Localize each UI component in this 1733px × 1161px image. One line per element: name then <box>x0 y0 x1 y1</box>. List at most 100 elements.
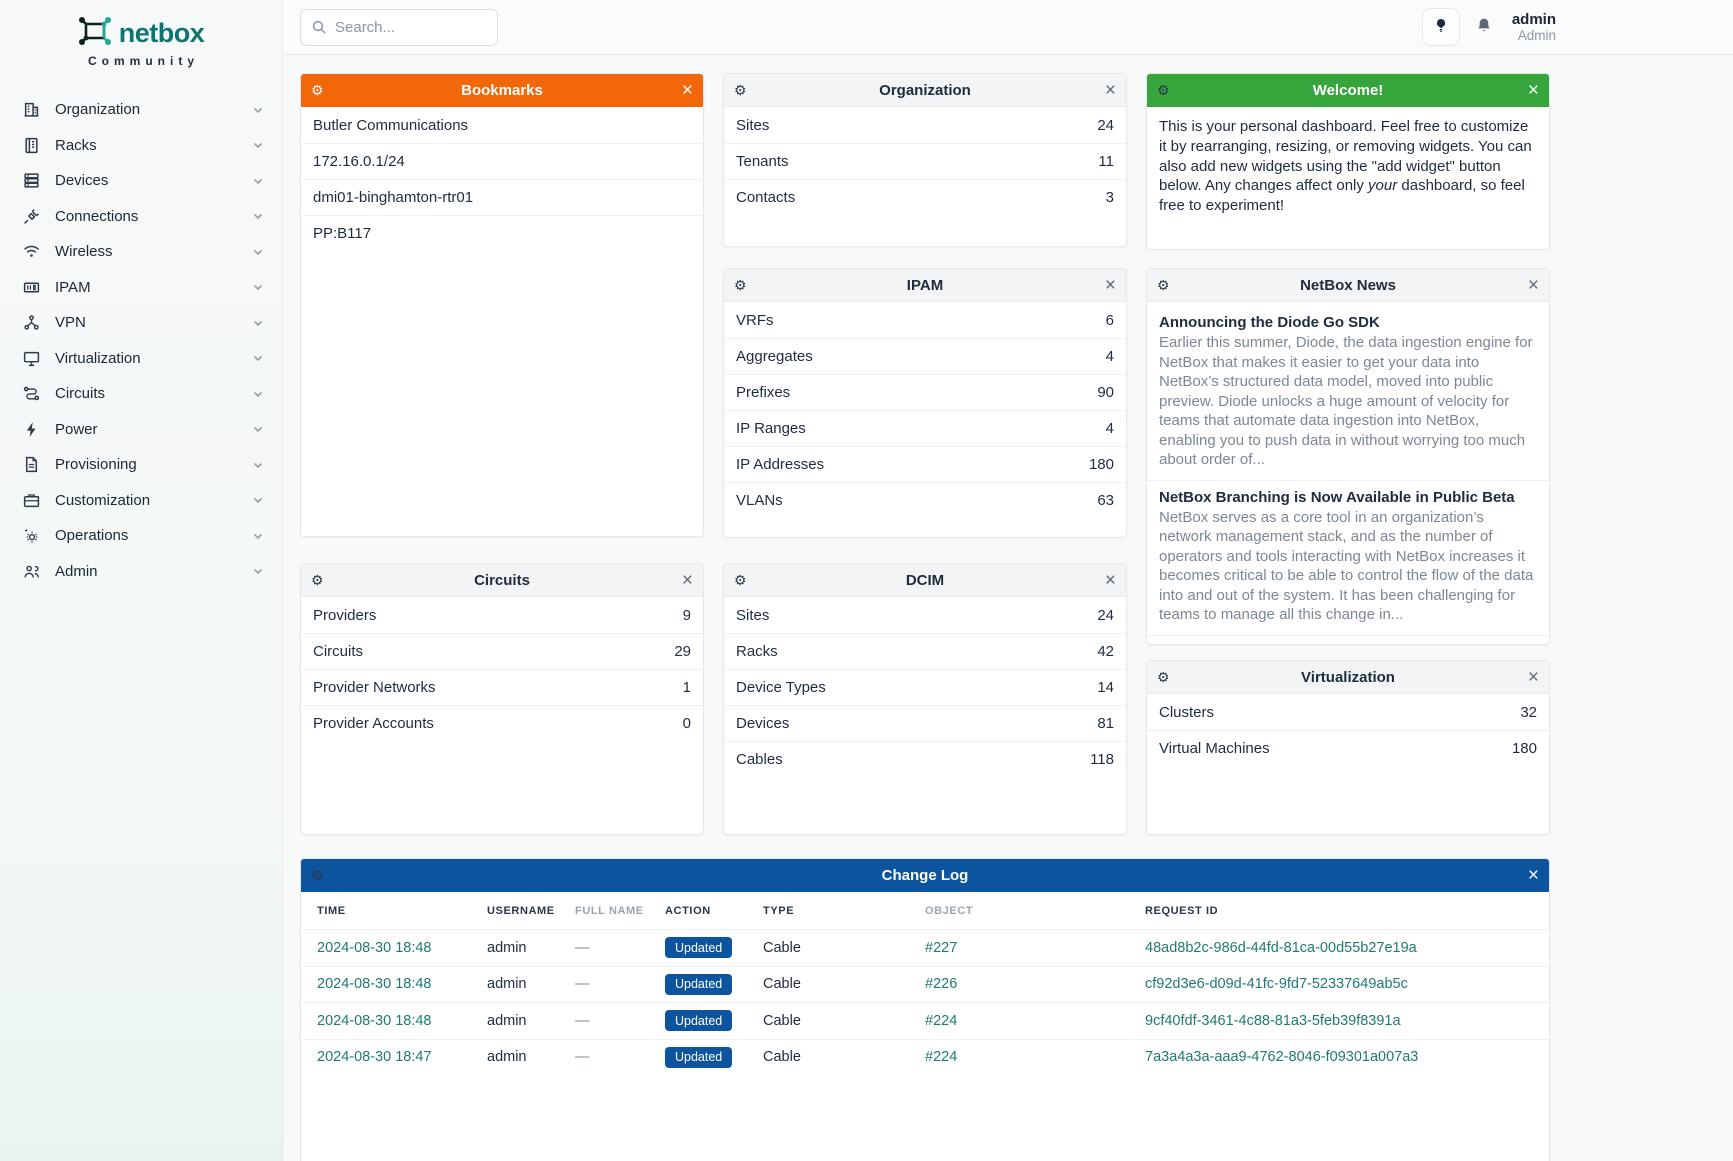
sidebar-item-power[interactable]: Power <box>0 412 282 448</box>
changelog-header-row: TIME USERNAME FULL NAME ACTION TYPE OBJE… <box>317 904 1219 917</box>
wifi-icon <box>23 243 40 260</box>
widget-close-icon[interactable]: × <box>681 569 693 591</box>
count-row[interactable]: Device Types 14 <box>724 669 1126 705</box>
count-row[interactable]: Sites 24 <box>736 116 1114 134</box>
count-row[interactable]: Tenants 11 <box>724 143 1126 179</box>
table-row: 2024-08-30 18:48 admin — Updated Cable #… <box>301 965 1549 1003</box>
sidebar-item-racks[interactable]: Racks <box>0 128 282 164</box>
theme-toggle-button[interactable] <box>1421 8 1460 46</box>
change-time-link[interactable]: 2024-08-30 18:48 <box>317 939 432 956</box>
widget-config-gear-icon[interactable]: ⚙ <box>311 572 324 588</box>
count-row[interactable]: IP Ranges 4 <box>724 410 1126 446</box>
widget-close-icon[interactable]: × <box>681 79 693 101</box>
change-time-link[interactable]: 2024-08-30 18:48 <box>317 976 432 993</box>
count-row[interactable]: Provider Networks 1 <box>301 669 703 705</box>
count-row[interactable]: Provider Accounts 0 <box>301 705 703 741</box>
bookmark-item[interactable]: Butler Communications <box>313 116 469 134</box>
sidebar-item-virtualization[interactable]: Virtualization <box>0 341 282 377</box>
count-row[interactable]: Racks 42 <box>724 633 1126 669</box>
object-link[interactable]: #224 <box>925 1049 958 1066</box>
request-id-link[interactable]: 7a3a4a3a-aaa9-4762-8046-f09301a007a3 <box>1145 1049 1419 1066</box>
sidebar-item-customization[interactable]: Customization <box>0 483 282 519</box>
news-link[interactable]: NetBox Branching is Now Available in Pub… <box>1159 488 1515 506</box>
widget-config-gear-icon[interactable]: ⚙ <box>734 572 747 588</box>
widget-bookmarks: ⚙ Bookmarks × Butler Communications 172.… <box>300 73 704 537</box>
action-badge: Updated <box>665 937 733 959</box>
sidebar-item-admin[interactable]: Admin <box>0 554 282 590</box>
news-item: NetBox Branching is Now Available in Pub… <box>1147 479 1549 635</box>
request-id-link[interactable]: cf92d3e6-d09d-41fc-9fd7-52337649ab5c <box>1145 976 1408 993</box>
widget-config-gear-icon[interactable]: ⚙ <box>734 82 747 98</box>
widget-config-gear-icon[interactable]: ⚙ <box>1157 82 1170 98</box>
widget-close-icon[interactable]: × <box>1104 569 1116 591</box>
sidebar-item-circuits[interactable]: Circuits <box>0 376 282 412</box>
count-row[interactable]: VRFs 6 <box>736 311 1114 329</box>
sidebar-item-wireless[interactable]: Wireless <box>0 234 282 270</box>
chevron-down-icon <box>252 139 264 151</box>
count-row[interactable]: Sites 24 <box>736 606 1114 624</box>
widget-close-icon[interactable]: × <box>1527 79 1539 101</box>
search-input[interactable] <box>300 8 498 46</box>
chevron-down-icon <box>252 281 264 293</box>
widget-dcim: ⚙ DCIM × Sites 24 Racks 42 Device Types 14 … <box>723 563 1127 835</box>
widget-title: IPAM <box>906 276 944 294</box>
lightbulb-icon <box>1432 17 1450 38</box>
building-icon <box>23 101 40 118</box>
widget-close-icon[interactable]: × <box>1527 864 1539 886</box>
widget-config-gear-icon[interactable]: ⚙ <box>1157 277 1170 293</box>
request-id-link[interactable]: 48ad8b2c-986d-44fd-81ca-00d55b27e19a <box>1145 939 1417 956</box>
count-row[interactable]: IP Addresses 180 <box>724 446 1126 482</box>
brand-logo[interactable]: netbox Community <box>0 0 282 82</box>
sidebar-item-provisioning[interactable]: Provisioning <box>0 447 282 483</box>
welcome-text: This is your personal dashboard. Feel fr… <box>1159 118 1532 215</box>
widget-config-gear-icon[interactable]: ⚙ <box>1157 669 1170 685</box>
news-item: A New Look For NetBox and NetBox Labs <box>1147 634 1549 645</box>
request-id-link[interactable]: 9cf40fdf-3461-4c88-81a3-5feb39f8391a <box>1145 1012 1401 1029</box>
count-row[interactable]: Cables 118 <box>724 741 1126 777</box>
news-link[interactable]: A New Look For NetBox and NetBox Labs <box>1159 644 1537 645</box>
widget-close-icon[interactable]: × <box>1104 274 1116 296</box>
change-time-link[interactable]: 2024-08-30 18:48 <box>317 1012 432 1029</box>
object-link[interactable]: #224 <box>925 1012 958 1029</box>
sidebar-item-ipam[interactable]: IPAM <box>0 270 282 306</box>
widget-ipam: ⚙ IPAM × VRFs 6 Aggregates 4 Prefixes 90 IP… <box>723 268 1127 538</box>
object-link[interactable]: #227 <box>925 939 958 956</box>
count-row[interactable]: Devices 81 <box>724 705 1126 741</box>
user-menu[interactable]: admin Admin <box>1512 11 1556 44</box>
widget-welcome: ⚙ Welcome! × This is your personal dashb… <box>1146 73 1550 250</box>
count-row[interactable]: Providers 9 <box>313 606 691 624</box>
widget-config-gear-icon[interactable]: ⚙ <box>311 867 324 883</box>
sidebar-item-vpn[interactable]: VPN <box>0 305 282 341</box>
chevron-down-icon <box>252 494 264 506</box>
widget-title: Welcome! <box>1312 81 1384 99</box>
count-row[interactable]: Contacts 3 <box>724 179 1126 215</box>
ip-numbers-icon <box>23 279 40 296</box>
sidebar-item-connections[interactable]: Connections <box>0 199 282 235</box>
news-link[interactable]: Announcing the Diode Go SDK <box>1159 314 1380 331</box>
widget-close-icon[interactable]: × <box>1527 666 1539 688</box>
widget-title: Bookmarks <box>461 81 543 99</box>
sidebar-item-devices[interactable]: Devices <box>0 163 282 199</box>
object-link[interactable]: #226 <box>925 976 958 993</box>
count-row[interactable]: Aggregates 4 <box>724 338 1126 374</box>
notifications-button[interactable] <box>1474 16 1494 39</box>
widget-close-icon[interactable]: × <box>1527 274 1539 296</box>
widget-config-gear-icon[interactable]: ⚙ <box>311 82 324 98</box>
users-icon <box>23 563 40 580</box>
count-row[interactable]: VLANs 63 <box>724 482 1126 518</box>
count-row[interactable]: Clusters 32 <box>1159 703 1537 721</box>
user-role: Admin <box>1517 27 1556 43</box>
count-row[interactable]: Circuits 29 <box>301 633 703 669</box>
bookmark-item[interactable]: dmi01-binghamton-rtr01 <box>301 179 703 215</box>
topbar: admin Admin <box>283 0 1733 55</box>
bookmark-item[interactable]: PP:B117 <box>301 215 703 251</box>
sidebar-item-organization[interactable]: Organization <box>0 92 282 128</box>
change-time-link[interactable]: 2024-08-30 18:47 <box>317 1049 432 1066</box>
widget-config-gear-icon[interactable]: ⚙ <box>734 277 747 293</box>
count-row[interactable]: Prefixes 90 <box>724 374 1126 410</box>
bookmark-item[interactable]: 172.16.0.1/24 <box>301 143 703 179</box>
widget-close-icon[interactable]: × <box>1104 79 1116 101</box>
sidebar-item-operations[interactable]: Operations <box>0 518 282 554</box>
count-row[interactable]: Virtual Machines 180 <box>1147 730 1549 766</box>
